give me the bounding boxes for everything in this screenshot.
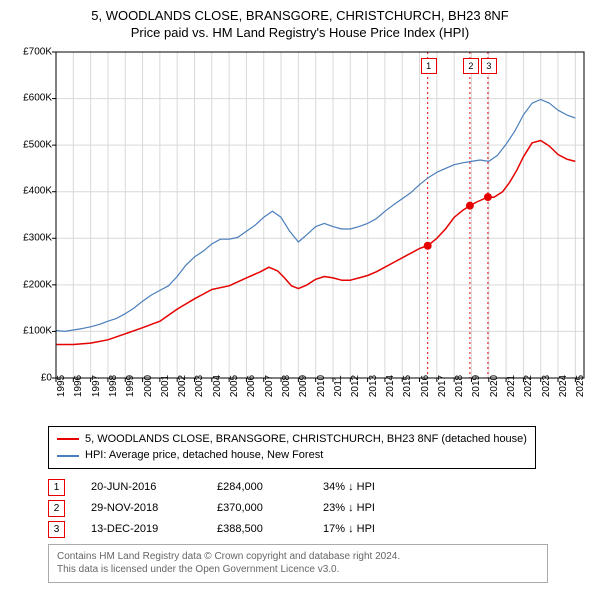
x-axis-tick-label: 2022: [523, 375, 534, 397]
x-axis-tick-label: 2006: [246, 375, 257, 397]
sale-date: 20-JUN-2016: [91, 481, 191, 493]
y-axis-tick-label: £300K: [23, 233, 52, 244]
x-axis-tick-label: 2001: [160, 375, 171, 397]
y-axis-tick-label: £200K: [23, 279, 52, 290]
x-axis-tick-label: 2002: [177, 375, 188, 397]
x-axis-tick-label: 2003: [194, 375, 205, 397]
chart-container: 5, WOODLANDS CLOSE, BRANSGORE, CHRISTCHU…: [0, 0, 600, 591]
event-marker-label: 1: [421, 58, 437, 74]
y-axis-tick-label: £600K: [23, 93, 52, 104]
sale-marker-number: 1: [48, 479, 65, 496]
sale-marker-row: 1 20-JUN-2016 £284,000 34% ↓ HPI: [48, 479, 588, 496]
legend-label: HPI: Average price, detached house, New …: [85, 447, 323, 464]
x-axis-tick-label: 2015: [402, 375, 413, 397]
sale-hpi-diff: 34% ↓ HPI: [323, 481, 423, 493]
legend-box: 5, WOODLANDS CLOSE, BRANSGORE, CHRISTCHU…: [48, 426, 536, 469]
sale-marker-number: 3: [48, 521, 65, 538]
legend-swatch: [57, 455, 79, 457]
chart-svg: [12, 48, 588, 418]
sale-price: £370,000: [217, 502, 297, 514]
x-axis-tick-label: 2007: [264, 375, 275, 397]
title-line-1: 5, WOODLANDS CLOSE, BRANSGORE, CHRISTCHU…: [12, 8, 588, 25]
x-axis-tick-label: 2018: [454, 375, 465, 397]
sale-hpi-diff: 23% ↓ HPI: [323, 502, 423, 514]
x-axis-tick-label: 1997: [91, 375, 102, 397]
sale-price: £388,500: [217, 523, 297, 535]
x-axis-tick-label: 2014: [385, 375, 396, 397]
event-marker-label: 2: [463, 58, 479, 74]
title-line-2: Price paid vs. HM Land Registry's House …: [12, 25, 588, 42]
x-axis-tick-label: 2012: [350, 375, 361, 397]
x-axis-tick-label: 2017: [437, 375, 448, 397]
x-axis-tick-label: 2021: [506, 375, 517, 397]
sale-date: 29-NOV-2018: [91, 502, 191, 514]
sales-marker-table: 1 20-JUN-2016 £284,000 34% ↓ HPI 2 29-NOV-201…: [48, 479, 588, 538]
x-axis-tick-label: 2011: [333, 375, 344, 397]
attribution-footer: Contains HM Land Registry data © Crown c…: [48, 544, 548, 583]
x-axis-tick-label: 2000: [143, 375, 154, 397]
sale-hpi-diff: 17% ↓ HPI: [323, 523, 423, 535]
y-axis-tick-label: £0: [41, 372, 52, 383]
x-axis-tick-label: 2016: [420, 375, 431, 397]
x-axis-tick-label: 2019: [471, 375, 482, 397]
x-axis-tick-label: 1999: [125, 375, 136, 397]
x-axis-tick-label: 2009: [298, 375, 309, 397]
event-marker-label: 3: [481, 58, 497, 74]
x-axis-tick-label: 1995: [56, 375, 67, 397]
sale-price: £284,000: [217, 481, 297, 493]
legend-swatch: [57, 438, 79, 440]
y-axis-tick-label: £100K: [23, 326, 52, 337]
x-axis-tick-label: 2023: [541, 375, 552, 397]
x-axis-tick-label: 1998: [108, 375, 119, 397]
y-axis-tick-label: £400K: [23, 186, 52, 197]
sale-marker-row: 2 29-NOV-2018 £370,000 23% ↓ HPI: [48, 500, 588, 517]
y-axis-tick-label: £700K: [23, 46, 52, 57]
y-axis-tick-label: £500K: [23, 139, 52, 150]
x-axis-tick-label: 2020: [489, 375, 500, 397]
x-axis-tick-label: 1996: [73, 375, 84, 397]
x-axis-tick-label: 2025: [575, 375, 586, 397]
x-axis-tick-label: 2008: [281, 375, 292, 397]
x-axis-tick-label: 2024: [558, 375, 569, 397]
footer-line-1: Contains HM Land Registry data © Crown c…: [57, 550, 539, 564]
x-axis-tick-label: 2013: [368, 375, 379, 397]
chart-plot-area: £0 £100K £200K £300K £400K £500K £600K £700K 19…: [12, 48, 588, 418]
legend-label: 5, WOODLANDS CLOSE, BRANSGORE, CHRISTCHU…: [85, 431, 527, 448]
sale-marker-number: 2: [48, 500, 65, 517]
sale-marker-row: 3 13-DEC-2019 £388,500 17% ↓ HPI: [48, 521, 588, 538]
x-axis-tick-label: 2005: [229, 375, 240, 397]
x-axis-tick-label: 2004: [212, 375, 223, 397]
legend-row: HPI: Average price, detached house, New …: [57, 447, 527, 464]
x-axis-tick-label: 2010: [316, 375, 327, 397]
chart-title-block: 5, WOODLANDS CLOSE, BRANSGORE, CHRISTCHU…: [12, 8, 588, 42]
legend-row: 5, WOODLANDS CLOSE, BRANSGORE, CHRISTCHU…: [57, 431, 527, 448]
footer-line-2: This data is licensed under the Open Gov…: [57, 563, 539, 577]
sale-date: 13-DEC-2019: [91, 523, 191, 535]
